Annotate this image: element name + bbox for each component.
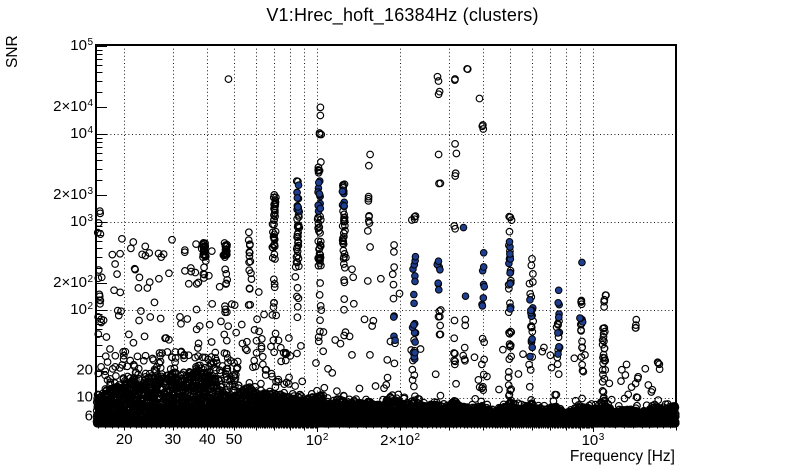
plot-title: V1:Hrec_hoft_16384Hz (clusters): [266, 5, 539, 25]
x-tick-label: 2×102: [380, 432, 421, 449]
y-tick-label: 103: [70, 212, 93, 230]
y-tick-label: 2×102: [53, 274, 93, 292]
y-tick-label: 2×104: [53, 98, 93, 116]
x-tick-label: 20: [115, 431, 133, 448]
y-tick-label: 20: [76, 362, 93, 380]
x-tick-label: 50: [225, 431, 243, 448]
x-tick-label: 103: [581, 432, 605, 449]
y-tick-label: 2×103: [53, 186, 93, 204]
y-tick-label: 105: [70, 36, 93, 54]
x-axis-label: Frequency [Hz]: [569, 448, 675, 465]
x-tick-label: 30: [164, 431, 182, 448]
y-tick-label: 10: [76, 388, 93, 406]
x-tick-label: 102: [305, 432, 329, 449]
y-tick-label: 102: [70, 300, 93, 318]
y-tick-label: 6: [84, 408, 93, 426]
y-axis-label: SNR: [4, 35, 21, 68]
y-tick-label: 104: [70, 124, 93, 142]
x-tick-label: 40: [198, 431, 216, 448]
